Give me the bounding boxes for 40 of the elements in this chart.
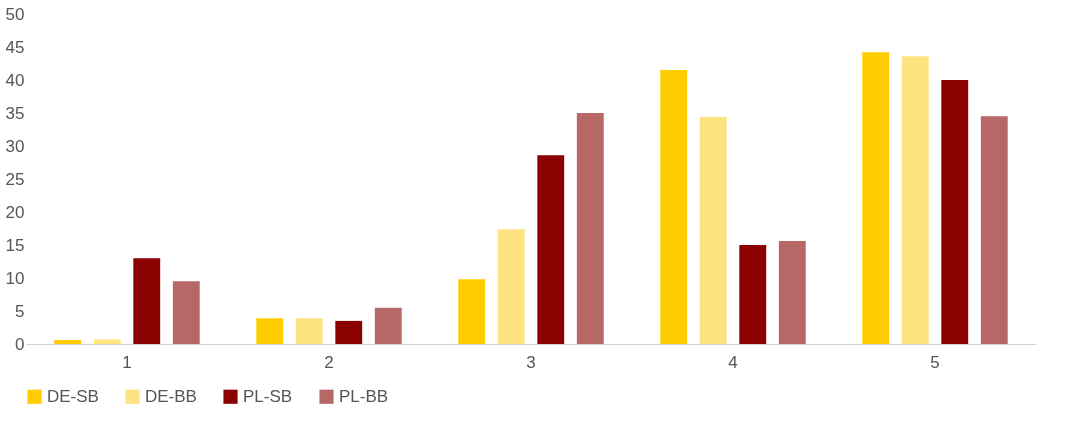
y-tick-label: 35: [5, 103, 25, 123]
x-tick-label: 5: [930, 352, 940, 372]
legend-label: PL-BB: [339, 386, 389, 406]
bar: [941, 80, 969, 344]
legend-label: PL-SB: [243, 386, 293, 406]
legend-label: DE-SB: [47, 386, 99, 406]
y-tick-label: 0: [15, 334, 25, 354]
bar: [739, 245, 767, 344]
bar: [172, 281, 200, 344]
y-tick-label: 15: [5, 235, 25, 255]
y-tick-label: 10: [5, 268, 25, 288]
bar: [335, 320, 363, 344]
bar: [133, 258, 161, 344]
bar: [537, 155, 565, 344]
bar: [699, 116, 727, 344]
x-tick-label: 1: [122, 352, 132, 372]
bar: [295, 318, 323, 344]
legend-label: DE-BB: [145, 386, 197, 406]
bar: [497, 229, 525, 344]
x-tick-label: 2: [324, 352, 334, 372]
bar: [778, 241, 806, 344]
bar: [54, 340, 82, 344]
bar: [458, 279, 486, 344]
bar: [901, 56, 929, 344]
bar: [93, 339, 121, 344]
y-tick-label: 25: [5, 169, 25, 189]
bar: [374, 307, 402, 344]
y-tick-label: 5: [15, 301, 25, 321]
x-tick-label: 3: [526, 352, 536, 372]
bar: [660, 70, 688, 344]
y-tick-label: 45: [5, 37, 25, 57]
bar: [862, 52, 890, 344]
x-tick-label: 4: [728, 352, 738, 372]
y-tick-label: 50: [5, 4, 25, 24]
y-tick-label: 40: [5, 70, 25, 90]
y-tick-label: 20: [5, 202, 25, 222]
bar: [256, 318, 284, 344]
bar: [980, 116, 1008, 344]
bar: [576, 113, 604, 344]
y-tick-label: 30: [5, 136, 25, 156]
